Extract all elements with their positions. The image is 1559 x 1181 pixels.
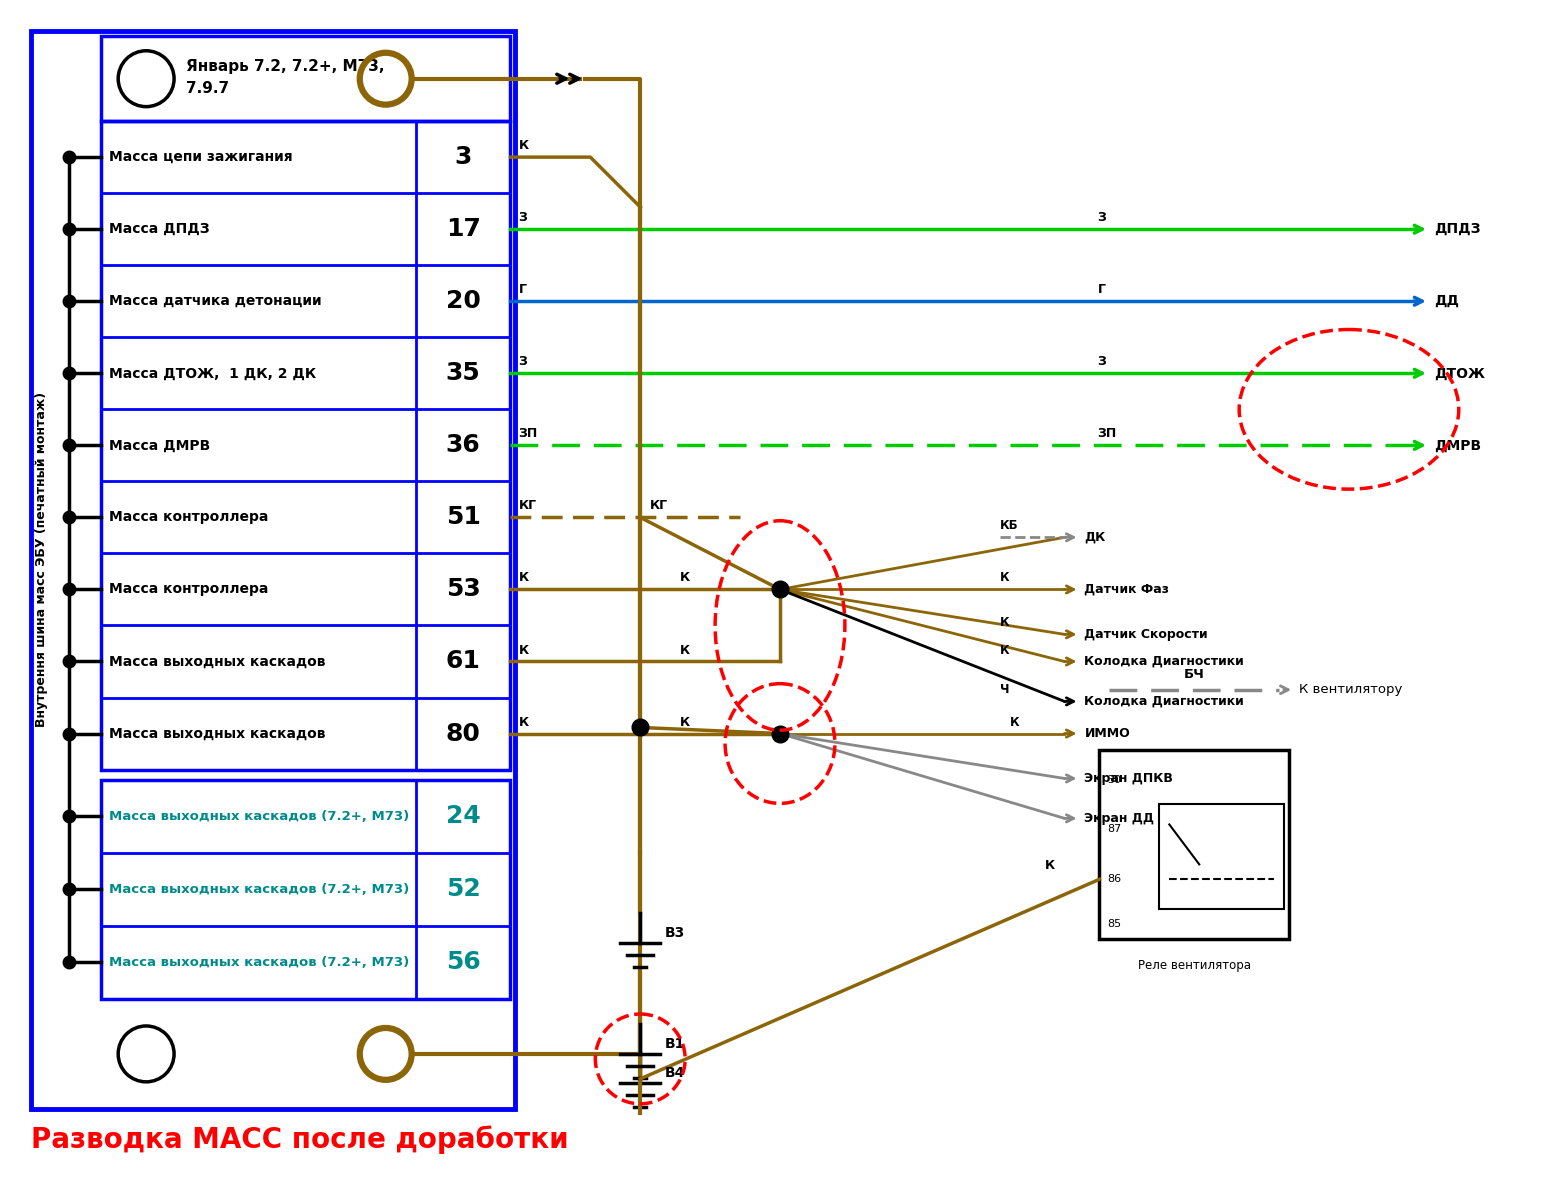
Text: 61: 61 (446, 650, 480, 673)
Text: Масса датчика детонации: Масса датчика детонации (109, 294, 321, 308)
Text: ДТОЖ: ДТОЖ (1434, 366, 1484, 380)
Text: Реле вентилятора: Реле вентилятора (1138, 959, 1250, 972)
Text: К: К (1045, 860, 1054, 873)
Text: К: К (680, 572, 691, 585)
Bar (1160, 804, 1285, 909)
Text: Масса цепи зажигания: Масса цепи зажигания (109, 150, 293, 164)
Text: 51: 51 (446, 505, 480, 529)
Text: 17: 17 (446, 217, 480, 241)
Text: З: З (519, 355, 527, 368)
Text: 86: 86 (1107, 874, 1121, 885)
Text: Г: Г (519, 283, 527, 296)
Text: Январь 7.2, 7.2+, М73,: Январь 7.2, 7.2+, М73, (186, 59, 385, 74)
Text: ЗП: ЗП (1098, 428, 1116, 441)
Text: К: К (519, 572, 529, 585)
Text: Масса выходных каскадов (7.2+, М73): Масса выходных каскадов (7.2+, М73) (109, 955, 410, 968)
Text: З: З (1098, 211, 1107, 224)
Text: Разводка МАСС после доработки: Разводка МАСС после доработки (31, 1125, 569, 1154)
Text: Масса выходных каскадов (7.2+, М73): Масса выходных каскадов (7.2+, М73) (109, 810, 410, 823)
Text: Колодка Диагностики: Колодка Диагностики (1085, 655, 1244, 668)
Text: Г: Г (1098, 283, 1105, 296)
Text: 24: 24 (446, 804, 480, 828)
Text: КГ: КГ (650, 500, 669, 513)
Text: К: К (999, 644, 1009, 657)
Text: К вентилятору: К вентилятору (1299, 684, 1403, 697)
Text: Масса ДПДЗ: Масса ДПДЗ (109, 222, 210, 236)
Text: Колодка Диагностики: Колодка Диагностики (1085, 694, 1244, 707)
Bar (101, 122, 510, 770)
Text: Масса выходных каскадов: Масса выходных каскадов (109, 726, 326, 740)
Text: Датчик Скорости: Датчик Скорости (1085, 628, 1208, 641)
Text: В3: В3 (666, 926, 686, 940)
Text: 56: 56 (446, 951, 480, 974)
Text: 85: 85 (1107, 919, 1121, 929)
Text: 53: 53 (446, 578, 480, 601)
Text: Масса контроллера: Масса контроллера (109, 510, 268, 524)
Text: Экран ДД: Экран ДД (1085, 811, 1155, 824)
Text: 3: 3 (454, 145, 472, 169)
Text: Экран ДПКВ: Экран ДПКВ (1085, 772, 1174, 785)
Text: Масса ДМРВ: Масса ДМРВ (109, 438, 210, 452)
Text: К: К (1010, 716, 1020, 729)
Text: ИММО: ИММО (1085, 727, 1130, 740)
Text: К: К (519, 644, 529, 657)
Text: ЗП: ЗП (519, 428, 538, 441)
Text: Ч: Ч (999, 684, 1009, 697)
Text: К: К (680, 716, 691, 729)
Text: Масса выходных каскадов (7.2+, М73): Масса выходных каскадов (7.2+, М73) (109, 882, 410, 896)
Text: 7.9.7: 7.9.7 (186, 81, 229, 96)
Text: К: К (519, 139, 529, 152)
Text: Масса выходных каскадов: Масса выходных каскадов (109, 654, 326, 668)
Bar (1099, 750, 1289, 939)
Bar (31, 32, 516, 1109)
Text: З: З (1098, 355, 1107, 368)
Bar (101, 37, 510, 122)
Text: БЧ: БЧ (1183, 667, 1205, 680)
Text: ДД: ДД (1434, 294, 1459, 308)
Text: ДК: ДК (1085, 530, 1105, 543)
Text: КБ: КБ (999, 520, 1018, 533)
Text: ДМРВ: ДМРВ (1434, 438, 1481, 452)
Text: К: К (999, 572, 1009, 585)
Text: В1: В1 (666, 1037, 686, 1051)
Bar (101, 779, 510, 999)
Text: 80: 80 (446, 722, 480, 745)
Text: ДПДЗ: ДПДЗ (1434, 222, 1481, 236)
Text: 36: 36 (446, 433, 480, 457)
Text: К: К (999, 616, 1009, 629)
Text: 87: 87 (1107, 824, 1121, 835)
Text: З: З (519, 211, 527, 224)
Text: 20: 20 (446, 289, 480, 313)
Text: КГ: КГ (519, 500, 536, 513)
Text: К: К (519, 716, 529, 729)
Text: Датчик Фаз: Датчик Фаз (1085, 583, 1169, 596)
Text: Масса ДТОЖ,  1 ДК, 2 ДК: Масса ДТОЖ, 1 ДК, 2 ДК (109, 366, 316, 380)
Text: К: К (680, 644, 691, 657)
Text: В4: В4 (666, 1065, 686, 1079)
Text: 35: 35 (446, 361, 480, 385)
Text: Масса контроллера: Масса контроллера (109, 582, 268, 596)
Text: Внутрення шина масс ЭБУ (печатный монтаж): Внутрення шина масс ЭБУ (печатный монтаж… (34, 392, 48, 727)
Text: 30: 30 (1107, 775, 1121, 784)
Text: 52: 52 (446, 877, 480, 901)
